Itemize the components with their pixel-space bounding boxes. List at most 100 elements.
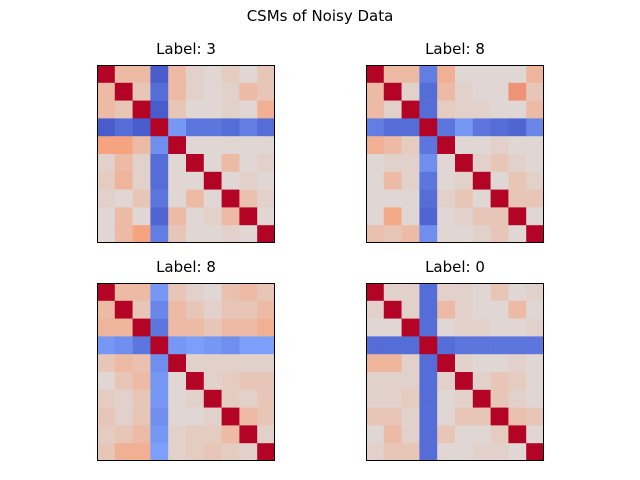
heatmap-2-cell-r3-c4	[437, 118, 456, 137]
heatmap-4	[366, 283, 544, 461]
heatmap-3-cell-r5-c7	[221, 372, 240, 391]
heatmap-2-cell-r1-c5	[455, 82, 474, 101]
heatmap-1-cell-r2-c9	[257, 100, 275, 119]
heatmap-2-cell-r9-c6	[472, 225, 491, 243]
heatmap-4-cell-r1-c7	[490, 300, 509, 319]
heatmap-3-cell-r9-c3	[150, 443, 169, 461]
heatmap-2-cell-r4-c6	[472, 136, 491, 155]
heatmap-4-cell-r3-c5	[455, 336, 474, 355]
heatmap-4-cell-r6-c3	[419, 389, 438, 408]
heatmap-3-cell-r0-c9	[257, 283, 275, 302]
heatmap-3-cell-r9-c4	[168, 443, 187, 461]
heatmap-1-cell-r2-c6	[203, 100, 222, 119]
heatmap-2-cell-r4-c9	[526, 136, 544, 155]
heatmap-4-cell-r0-c0	[366, 283, 385, 302]
heatmap-2-cell-r2-c5	[455, 100, 474, 119]
heatmap-3-cell-r7-c0	[97, 407, 116, 426]
heatmap-1-cell-r3-c3	[150, 118, 169, 137]
heatmap-1-cell-r4-c7	[221, 136, 240, 155]
heatmap-3-cell-r3-c2	[132, 336, 151, 355]
heatmap-3-cell-r4-c4	[168, 354, 187, 373]
heatmap-1-cell-r9-c5	[186, 225, 205, 243]
heatmap-1-cell-r6-c1	[114, 171, 133, 190]
heatmap-1-cell-r7-c8	[239, 189, 258, 208]
heatmap-3-cell-r8-c3	[150, 425, 169, 444]
heatmap-2-cell-r9-c1	[383, 225, 402, 243]
heatmap-1-cell-r0-c9	[257, 65, 275, 84]
heatmap-4-cell-r9-c3	[419, 443, 438, 461]
panel-title-3: Label: 8	[156, 258, 216, 276]
heatmap-3-cell-r2-c8	[239, 318, 258, 337]
heatmap-4-cell-r3-c8	[508, 336, 527, 355]
heatmap-3-cell-r8-c5	[186, 425, 205, 444]
heatmap-3-cell-r0-c4	[168, 283, 187, 302]
heatmap-2-cell-r1-c8	[508, 82, 527, 101]
heatmap-4-cell-r4-c0	[366, 354, 385, 373]
heatmap-4-cell-r8-c0	[366, 425, 385, 444]
heatmap-3-cell-r1-c6	[203, 300, 222, 319]
heatmap-4-cell-r3-c4	[437, 336, 456, 355]
heatmap-2-cell-r7-c7	[490, 189, 509, 208]
heatmap-1-cell-r2-c3	[150, 100, 169, 119]
heatmap-1-cell-r2-c0	[97, 100, 116, 119]
heatmap-4-cell-r8-c1	[383, 425, 402, 444]
heatmap-2-cell-r3-c5	[455, 118, 474, 137]
heatmap-2-cell-r4-c2	[401, 136, 420, 155]
heatmap-3-cell-r2-c2	[132, 318, 151, 337]
heatmap-4-cell-r2-c0	[366, 318, 385, 337]
heatmap-3-cell-r7-c9	[257, 407, 275, 426]
heatmap-3-cell-r8-c4	[168, 425, 187, 444]
heatmap-1-cell-r3-c0	[97, 118, 116, 137]
heatmap-2-cell-r4-c4	[437, 136, 456, 155]
heatmap-3-cell-r9-c5	[186, 443, 205, 461]
heatmap-3-cell-r2-c0	[97, 318, 116, 337]
heatmap-3-cell-r1-c4	[168, 300, 187, 319]
heatmap-4-cell-r5-c5	[455, 372, 474, 391]
heatmap-4-cell-r6-c9	[526, 389, 544, 408]
heatmap-2-cell-r5-c1	[383, 154, 402, 173]
heatmap-4-cell-r0-c4	[437, 283, 456, 302]
heatmap-1-cell-r8-c3	[150, 207, 169, 226]
heatmap-1-cell-r9-c0	[97, 225, 116, 243]
heatmap-1-cell-r1-c8	[239, 82, 258, 101]
heatmap-2-cell-r0-c5	[455, 65, 474, 84]
heatmap-4-cell-r8-c5	[455, 425, 474, 444]
heatmap-3-cell-r3-c4	[168, 336, 187, 355]
heatmap-1-cell-r2-c8	[239, 100, 258, 119]
heatmap-2-cell-r3-c0	[366, 118, 385, 137]
heatmap-1-cell-r8-c5	[186, 207, 205, 226]
heatmap-3-cell-r0-c1	[114, 283, 133, 302]
heatmap-3-cell-r9-c1	[114, 443, 133, 461]
heatmap-2-cell-r9-c2	[401, 225, 420, 243]
heatmap-3-cell-r5-c4	[168, 372, 187, 391]
heatmap-1-cell-r2-c5	[186, 100, 205, 119]
heatmap-4-cell-r1-c2	[401, 300, 420, 319]
heatmap-2-cell-r5-c0	[366, 154, 385, 173]
heatmap-1-cell-r4-c4	[168, 136, 187, 155]
heatmap-panel-2: Label: 8	[366, 40, 544, 243]
heatmap-4-cell-r3-c0	[366, 336, 385, 355]
heatmap-2-cell-r9-c3	[419, 225, 438, 243]
heatmap-2-cell-r3-c6	[472, 118, 491, 137]
heatmap-2-cell-r9-c5	[455, 225, 474, 243]
heatmap-4-cell-r1-c8	[508, 300, 527, 319]
heatmap-1-cell-r4-c0	[97, 136, 116, 155]
heatmap-2-cell-r2-c4	[437, 100, 456, 119]
heatmap-4-cell-r6-c2	[401, 389, 420, 408]
heatmap-3-cell-r9-c0	[97, 443, 116, 461]
heatmap-2-cell-r6-c8	[508, 171, 527, 190]
heatmap-2-cell-r3-c7	[490, 118, 509, 137]
heatmap-1-cell-r7-c7	[221, 189, 240, 208]
heatmap-3-cell-r5-c6	[203, 372, 222, 391]
heatmap-4-cell-r7-c7	[490, 407, 509, 426]
heatmap-1-cell-r8-c7	[221, 207, 240, 226]
heatmap-1-cell-r1-c7	[221, 82, 240, 101]
heatmap-2-cell-r5-c5	[455, 154, 474, 173]
heatmap-3-cell-r6-c4	[168, 389, 187, 408]
heatmap-4-cell-r8-c8	[508, 425, 527, 444]
heatmap-4-cell-r3-c2	[401, 336, 420, 355]
heatmap-1-cell-r0-c8	[239, 65, 258, 84]
heatmap-4-cell-r7-c2	[401, 407, 420, 426]
heatmap-2-cell-r9-c9	[526, 225, 544, 243]
heatmap-1-cell-r1-c6	[203, 82, 222, 101]
